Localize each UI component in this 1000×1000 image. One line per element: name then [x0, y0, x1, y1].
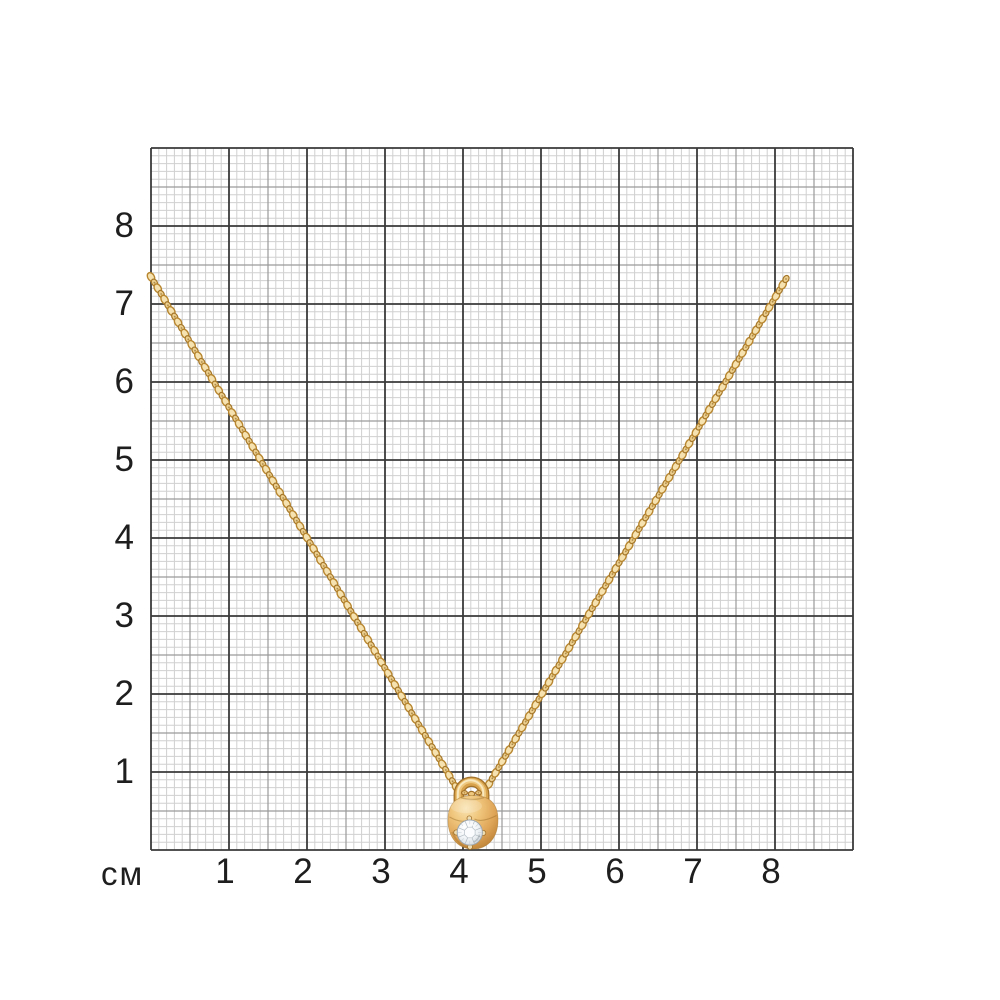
- x-axis-label-5: 5: [527, 852, 547, 891]
- y-axis-label-7: 7: [114, 284, 134, 323]
- y-axis-label-3: 3: [114, 596, 134, 635]
- x-axis-label-8: 8: [761, 852, 781, 891]
- x-axis-label-6: 6: [605, 852, 625, 891]
- y-axis-label-8: 8: [114, 206, 134, 245]
- y-axis-label-4: 4: [114, 518, 134, 557]
- x-axis-label-4: 4: [449, 852, 469, 891]
- y-axis-label-2: 2: [114, 674, 134, 713]
- x-axis-label-2: 2: [293, 852, 313, 891]
- x-axis-label-1: 1: [215, 852, 235, 891]
- diamond: [453, 815, 487, 850]
- y-axis-label-1: 1: [114, 752, 134, 791]
- grid-lines: [150, 147, 854, 851]
- lock-pendant: [447, 776, 499, 850]
- y-axis-label-5: 5: [114, 440, 134, 479]
- x-axis-label-7: 7: [683, 852, 703, 891]
- chain-left-strand: [146, 271, 461, 793]
- y-axis-label-6: 6: [114, 362, 134, 401]
- chain-right-strand: [484, 274, 790, 790]
- x-axis-label-3: 3: [371, 852, 391, 891]
- unit-label-cm: см: [101, 855, 145, 892]
